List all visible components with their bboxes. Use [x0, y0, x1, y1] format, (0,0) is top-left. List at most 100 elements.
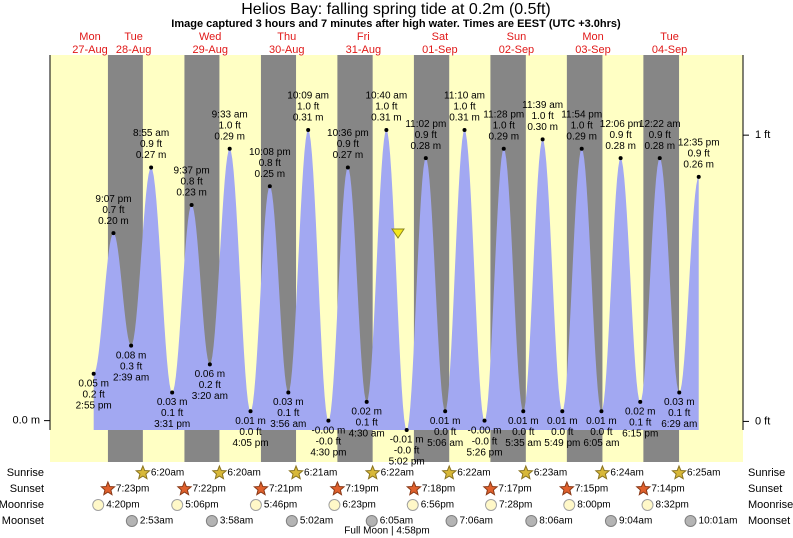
tide-feet: 0.2 ft [83, 389, 105, 400]
moonset-icon [285, 515, 298, 527]
tide-time: 12:06 pm [600, 119, 642, 130]
row-label: Sunset [748, 483, 782, 495]
tide-point [306, 128, 311, 132]
sunset-time: 7:17pm [498, 484, 531, 495]
tide-feet: 1.0 ft [571, 120, 593, 131]
sunset-icon [635, 480, 652, 496]
tide-time: 10:08 pm [249, 147, 291, 158]
tide-time: 6:05 am [583, 438, 619, 449]
tide-time: 2:55 pm [76, 400, 112, 411]
moonrise-icon [406, 499, 419, 511]
tide-feet: 0.9 ft [688, 149, 710, 160]
day-date: 02-Sep [499, 44, 534, 56]
tide-height: 0.27 m [333, 150, 364, 161]
moonset-time: 10:01am [699, 516, 738, 527]
moonrise-time: 7:28pm [499, 500, 532, 511]
tide-point [286, 390, 291, 395]
moonset-time: 5:02am [300, 516, 333, 527]
y2-tick-label: 0 ft [755, 415, 770, 427]
tide-feet: 0.0 ft [551, 427, 573, 438]
sunset-time: 7:21pm [269, 484, 302, 495]
tide-point [326, 418, 331, 423]
tide-time: 11:02 pm [405, 119, 446, 130]
sunrise-icon [517, 464, 534, 480]
moonset-icon [604, 515, 617, 527]
tide-feet: 1.0 ft [375, 102, 397, 113]
tide-feet: 1.0 ft [453, 102, 475, 113]
day-name: Thu [277, 31, 296, 43]
tide-time: 4:30 pm [310, 447, 346, 458]
tide-height: -0.00 m [468, 425, 502, 436]
tide-time: 11:39 am [522, 100, 563, 111]
tide-height: 0.01 m [235, 416, 266, 427]
moonrise-icon [641, 499, 654, 511]
y-tick-label: 0.0 m [12, 415, 40, 427]
tide-point [227, 146, 232, 151]
sunrise-icon [594, 464, 611, 480]
tide-point [657, 156, 662, 161]
sunrise-icon [364, 464, 381, 480]
tide-height: 0.26 m [683, 160, 714, 171]
tide-feet: 0.1 ft [668, 408, 690, 419]
tide-point [149, 165, 154, 170]
tide-point [443, 409, 448, 414]
sunrise-time: 6:23am [534, 468, 567, 479]
title: Helios Bay: falling spring tide at 0.2m … [241, 1, 550, 18]
tide-time: 12:35 pm [678, 138, 720, 149]
tide-point [696, 174, 701, 179]
tide-feet: 0.3 ft [120, 361, 142, 372]
tide-feet: 0.0 ft [434, 427, 456, 438]
row-label: Moonset [748, 515, 790, 527]
moonrise-time: 8:32pm [656, 500, 689, 511]
tide-point [540, 137, 545, 142]
sunrise-time: 6:22am [381, 468, 414, 479]
sunrise-time: 6:21am [304, 468, 337, 479]
day-name: Fri [357, 31, 370, 43]
tide-feet: 0.9 ft [609, 130, 631, 141]
sunrise-icon [671, 464, 687, 480]
day-name: Tue [660, 31, 679, 43]
tide-point [423, 156, 428, 161]
tide-point [462, 128, 467, 132]
tide-height: 0.28 m [644, 141, 675, 152]
tide-time: 11:28 pm [483, 109, 524, 120]
tide-feet: 0.9 ft [415, 130, 437, 141]
tide-time: 9:37 pm [174, 166, 210, 177]
sunset-icon [329, 480, 346, 496]
tide-height: 0.06 m [195, 369, 226, 380]
moonrise-icon [171, 499, 184, 511]
tide-height: -0.01 m [390, 435, 424, 446]
tide-time: 12:22 am [639, 119, 681, 130]
tide-time: 3:31 pm [154, 419, 190, 430]
moonset-time: 6:05am [380, 516, 413, 527]
tide-time: 5:49 pm [544, 438, 580, 449]
tide-feet: 0.0 ft [239, 427, 261, 438]
day-name: Sat [432, 31, 449, 43]
tide-time: 5:06 am [427, 438, 463, 449]
sunset-icon [253, 480, 269, 496]
tide-feet: 0.1 ft [629, 418, 651, 429]
tide-point [111, 231, 116, 236]
sunset-time: 7:22pm [192, 484, 225, 495]
moonrise-icon [249, 499, 262, 511]
tide-feet: 0.8 ft [259, 158, 281, 169]
day-name: Mon [582, 31, 603, 43]
tide-time: 8:55 am [133, 128, 169, 139]
sunset-time: 7:23pm [116, 484, 149, 495]
tide-feet: 0.0 ft [590, 427, 612, 438]
tide-height: 0.29 m [566, 131, 597, 142]
moonset-time: 7:06am [460, 516, 493, 527]
sunrise-time: 6:20am [151, 468, 184, 479]
tide-time: 6:29 am [661, 419, 697, 430]
sunset-time: 7:15pm [575, 484, 608, 495]
tide-time: 3:56 am [270, 419, 306, 430]
tide-feet: -0.0 ft [316, 436, 342, 447]
tide-feet: 0.1 ft [161, 408, 183, 419]
tide-height: 0.28 m [605, 141, 636, 152]
sunrise-icon [211, 464, 228, 480]
moonset-time: 2:53am [140, 516, 173, 527]
moonrise-icon [484, 499, 497, 511]
tide-height: 0.29 m [214, 131, 245, 142]
moonrise-time: 6:56pm [421, 500, 454, 511]
sunrise-icon [288, 464, 304, 480]
